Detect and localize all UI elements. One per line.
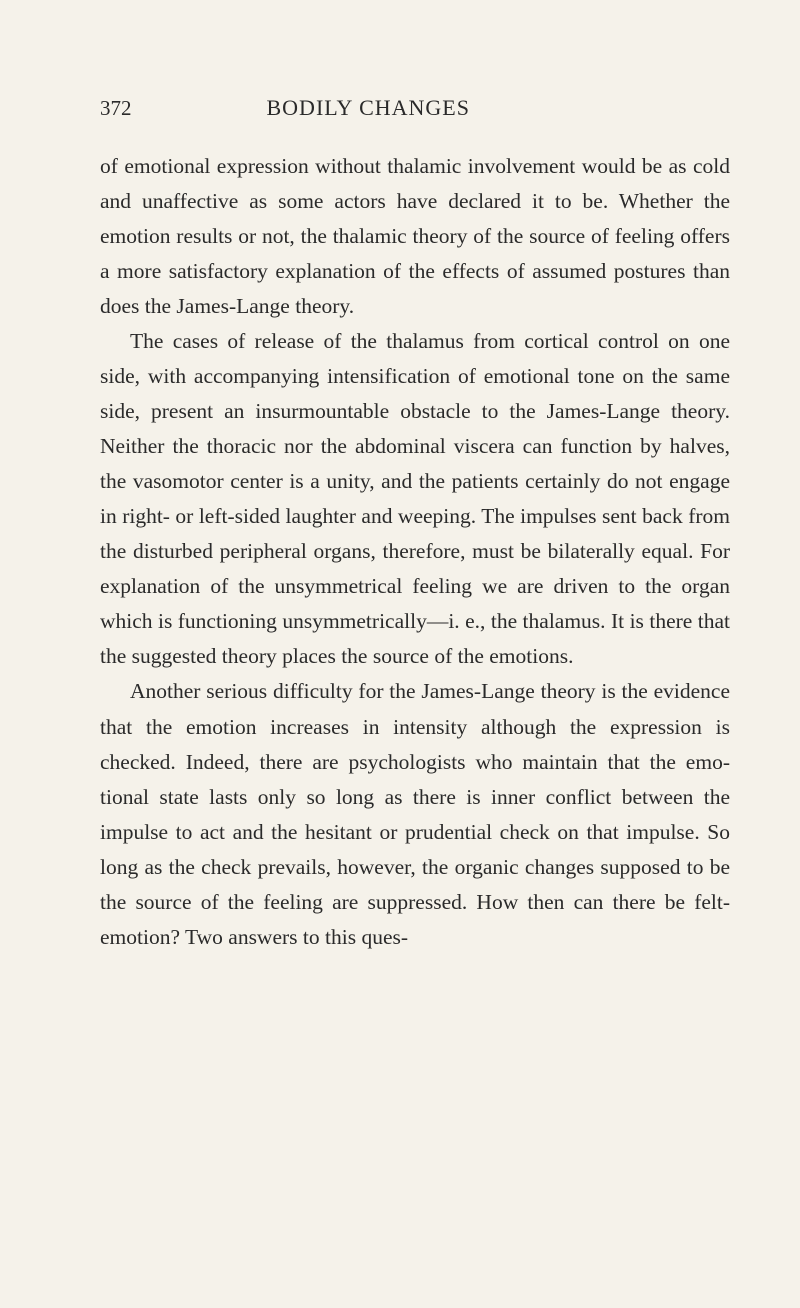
paragraph-1: of emotional expression without thalamic… [100,149,730,324]
paragraph-3: Another serious difficulty for the James… [100,674,730,954]
page-title: BODILY CHANGES [267,95,470,121]
paragraph-2: The cases of release of the thalamus fro… [100,324,730,674]
page-number: 372 [100,96,132,121]
page-header: 372 BODILY CHANGES [100,95,730,121]
body-text: of emotional expression without thalamic… [100,149,730,955]
